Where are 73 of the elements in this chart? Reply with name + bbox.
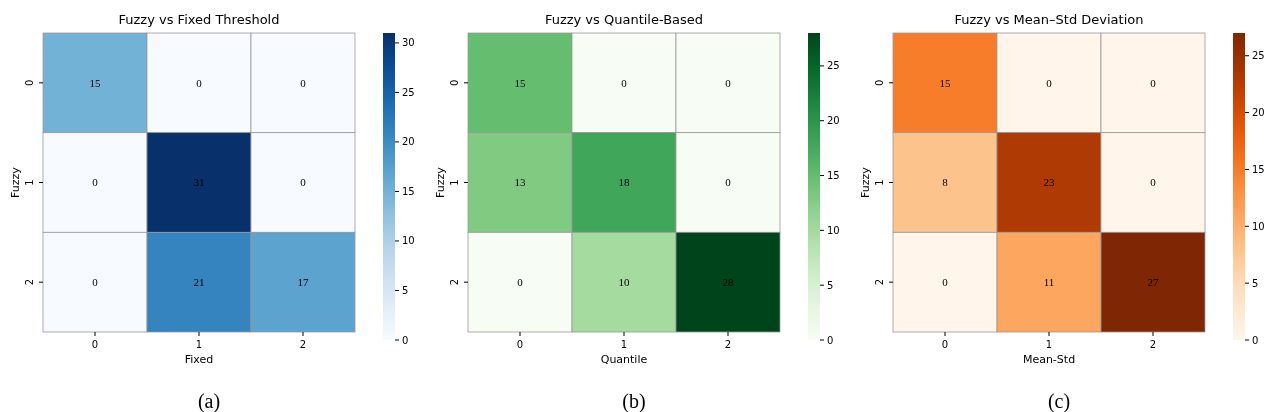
x-axis-title: Fixed	[184, 353, 214, 366]
y-tick-label: 2	[874, 278, 885, 286]
chart-title: Fuzzy vs Quantile-Based	[544, 12, 704, 27]
data-label: 0	[942, 276, 949, 289]
data-label: 0	[300, 76, 307, 89]
chart-title: Fuzzy vs Fixed Threshold	[118, 12, 280, 27]
x-tick-label: 1	[1045, 339, 1053, 350]
data-label: 0	[621, 76, 628, 89]
y-axis-title: Fuzzy	[9, 166, 22, 198]
color-bar-label: 25	[1252, 50, 1265, 62]
y-tick-label: 0	[874, 79, 885, 87]
data-label: 17	[297, 276, 309, 289]
y-tick-label: 1	[24, 179, 35, 186]
color-bar-label: 10	[402, 235, 415, 247]
color-bar-label: 30	[402, 37, 415, 49]
y-tick-label: 0	[449, 79, 460, 87]
color-bar-label: 15	[402, 185, 415, 197]
data-label: 10	[618, 276, 630, 289]
x-tick-label: 0	[516, 339, 524, 350]
text: (c)	[1047, 390, 1071, 412]
data-label: 8	[942, 176, 949, 189]
x-axis-title: Quantile	[600, 353, 648, 366]
data-label: 23	[1043, 176, 1055, 189]
data-label: 0	[1150, 76, 1157, 89]
data-label: 0	[1150, 176, 1157, 189]
data-label: 0	[517, 276, 524, 289]
x-tick-label: 2	[1149, 339, 1157, 350]
data-label: 13	[514, 176, 526, 189]
color-bar-label: 10	[1252, 220, 1265, 232]
color-bar-label: 5	[827, 279, 834, 291]
x-tick-label: 2	[299, 339, 307, 350]
chart-title: Fuzzy vs Mean–Std Deviation	[954, 12, 1144, 27]
y-axis-title: Fuzzy	[859, 166, 872, 198]
data-label: 0	[196, 76, 203, 89]
color-bar-label: 20	[402, 136, 415, 148]
color-bar-label: 25	[402, 86, 415, 98]
data-label: 0	[92, 176, 99, 189]
y-tick-label: 2	[24, 278, 35, 286]
y-axis-title: Fuzzy	[434, 166, 447, 198]
x-tick-label: 2	[724, 339, 732, 350]
x-tick-label: 1	[620, 339, 628, 350]
color-bar-label: 25	[827, 60, 840, 72]
x-tick-label: 1	[195, 339, 203, 350]
data-label: 15	[89, 76, 101, 89]
data-label: 27	[1147, 276, 1159, 289]
color-bar-label: 15	[827, 170, 840, 182]
color-bar-label: 20	[1252, 107, 1265, 119]
x-axis-title: Mean-Std	[1022, 353, 1076, 366]
color-bar-label: 10	[827, 224, 840, 236]
data-label: 28	[722, 276, 734, 289]
data-label: 21	[193, 276, 205, 289]
y-tick-label: 1	[874, 179, 885, 186]
y-tick-label: 2	[449, 278, 460, 286]
data-label: 0	[92, 276, 99, 289]
data-label: 15	[514, 76, 526, 89]
data-label: 0	[1046, 76, 1053, 89]
data-label: 31	[193, 176, 205, 189]
data-label: 18	[618, 176, 630, 189]
color-bar-label: 5	[1252, 277, 1259, 289]
data-label: 15	[939, 76, 951, 89]
x-tick-label: 0	[941, 339, 949, 350]
text: (a)	[197, 390, 221, 412]
data-label: 0	[725, 176, 732, 189]
color-bar-label: 20	[827, 115, 840, 127]
data-label: 11	[1043, 276, 1055, 289]
x-tick-label: 0	[91, 339, 99, 350]
text: (b)	[622, 390, 646, 412]
y-tick-label: 1	[449, 179, 460, 186]
color-bar-label: 5	[402, 284, 409, 296]
color-bar-label: 15	[1252, 163, 1265, 175]
data-label: 0	[725, 76, 732, 89]
data-label: 0	[300, 176, 307, 189]
y-tick-label: 0	[24, 79, 35, 87]
